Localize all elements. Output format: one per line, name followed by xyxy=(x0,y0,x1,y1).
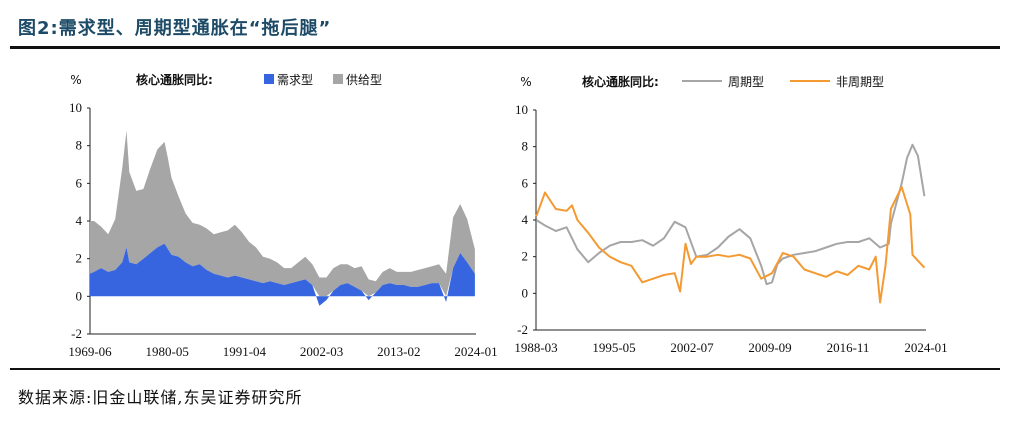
y-tick-label: 2 xyxy=(76,251,83,266)
legend-label: 非周期型 xyxy=(836,75,884,89)
x-tick-label: 2009-09 xyxy=(748,340,791,355)
y-tick-label: 0 xyxy=(522,285,529,300)
y-tick-label: 8 xyxy=(522,139,529,154)
y-tick-label: -2 xyxy=(517,322,528,337)
y-tick-label: 4 xyxy=(522,212,529,227)
left-chart: 10 8 6 4 2 0 -2 1969-06 1980-05 1991-04 2002-03 201… xyxy=(68,72,497,359)
legend-title: 核心通胀同比: xyxy=(582,74,659,89)
x-tick-label: 1991-04 xyxy=(223,344,267,359)
y-tick-label: 0 xyxy=(76,288,83,303)
x-tick-label: 2016-11 xyxy=(827,340,870,355)
y-tick-label: 4 xyxy=(76,213,83,228)
y-tick-label: 8 xyxy=(76,138,83,153)
figure-title: 图2:需求型、周期型通胀在“拖后腿” xyxy=(18,18,332,39)
x-tick-label: 2024-01 xyxy=(454,344,497,359)
right-chart: 10 8 6 4 2 0 -2 1988-03 1995-05 2002-07 2009-09 201… xyxy=(514,74,947,355)
y-tick-label: 10 xyxy=(515,102,528,117)
source-note: 数据来源:旧金山联储,东吴证券研究所 xyxy=(18,388,303,407)
x-tick-label: 1980-05 xyxy=(146,344,189,359)
x-tick-label: 1988-03 xyxy=(514,340,557,355)
series-area-demand xyxy=(89,243,475,306)
legend-label: 周期型 xyxy=(728,75,764,89)
y-tick-label: 10 xyxy=(69,100,82,115)
legend-swatch xyxy=(264,74,274,84)
y-tick-label: 2 xyxy=(522,249,529,264)
legend-label: 供给型 xyxy=(346,73,382,87)
legend-title: 核心通胀同比: xyxy=(136,72,213,87)
y-axis-label: % xyxy=(70,73,81,87)
series-line-acyclical xyxy=(535,186,926,304)
x-tick-label: 2002-03 xyxy=(300,344,343,359)
top-rule xyxy=(10,46,1000,49)
x-tick-label: 2024-01 xyxy=(904,340,947,355)
y-axis-label: % xyxy=(520,75,531,89)
bottom-rule xyxy=(10,368,1000,370)
y-tick-label: 6 xyxy=(76,175,83,190)
x-tick-label: 1995-05 xyxy=(592,340,635,355)
legend-label: 需求型 xyxy=(277,73,313,87)
x-tick-label: 1969-06 xyxy=(68,344,112,359)
series-line-cyclical xyxy=(535,143,926,286)
legend-swatch xyxy=(333,74,343,84)
series-area-supply xyxy=(89,130,475,297)
y-tick-label: -2 xyxy=(71,326,82,341)
x-tick-label: 2013-02 xyxy=(377,344,420,359)
y-tick-label: 6 xyxy=(522,175,529,190)
x-tick-label: 2002-07 xyxy=(670,340,714,355)
